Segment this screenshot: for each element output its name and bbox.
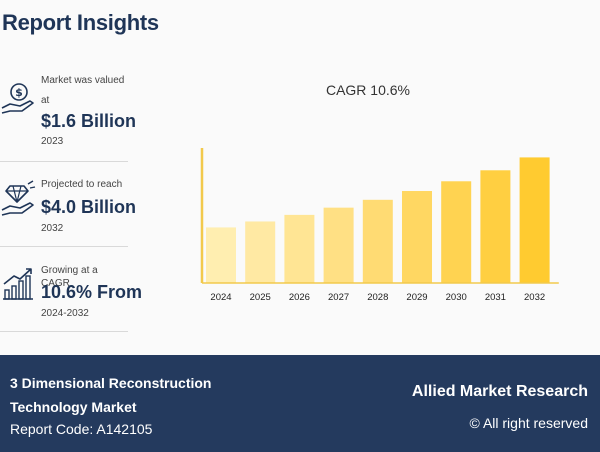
x-tick-label: 2032 (524, 292, 545, 303)
stat-market-value: $ Market was valued at $1.6 Billion 2023 (0, 66, 136, 162)
bar-2026 (284, 214, 315, 283)
brand-name: Allied Market Research (411, 383, 588, 400)
stat-label: Market was valued (41, 75, 125, 86)
x-tick-label: 2025 (250, 292, 271, 303)
x-tick-label: 2029 (406, 292, 427, 303)
stat-label: Projected to reach (41, 179, 123, 190)
x-tick-label: 2024 (210, 292, 231, 303)
stat-label-continued: at (41, 95, 50, 106)
chart-title: CAGR 10.6% (325, 82, 411, 98)
market-name: 3 Dimensional Reconstruction Technology … (10, 375, 212, 415)
bar-2030 (441, 181, 472, 283)
stat-year: 2023 (41, 136, 64, 147)
stat-value: $4.0 Billion (41, 197, 137, 217)
x-tick-label: 2028 (367, 292, 388, 303)
x-tick-label: 2026 (289, 292, 310, 303)
diamond-hand-icon (1, 180, 36, 216)
stat-cagr: Growing at a CAGR 10.6% From 2024-2032 (0, 256, 142, 338)
report-code: Report Code: A142105 (10, 421, 153, 437)
x-tick-label: 2030 (446, 292, 467, 303)
bar-2029 (402, 191, 432, 283)
stat-value: $1.6 Billion (41, 111, 137, 131)
bar-2024 (206, 227, 236, 283)
bar-2031 (480, 170, 511, 283)
stat-projected-value: Projected to reach $4.0 Billion 2032 (0, 170, 136, 252)
bar-2025 (245, 221, 276, 283)
divider (0, 161, 128, 162)
copyright-text: © All right reserved (469, 415, 588, 431)
stat-year: 2024-2032 (41, 308, 89, 319)
stat-value: 10.6% From (41, 282, 143, 302)
money-hand-icon: $ (1, 83, 34, 114)
bar-2028 (362, 199, 393, 283)
stat-year: 2032 (41, 223, 64, 234)
stat-label: Growing at a CAGR (41, 265, 98, 289)
x-tick-label: 2027 (328, 292, 349, 303)
page-title: Report Insights (2, 10, 159, 35)
bar-2027 (323, 207, 354, 283)
growth-chart-icon (3, 268, 33, 300)
bar-2032 (519, 157, 550, 283)
footer: 3 Dimensional Reconstruction Technology … (0, 355, 600, 452)
divider (0, 246, 128, 247)
x-tick-label: 2031 (485, 292, 506, 303)
bar-chart: 2024 2025 2026 2027 2028 2029 2030 2031 2032 (200, 148, 559, 303)
divider (0, 331, 128, 332)
svg-text:$: $ (15, 86, 23, 99)
